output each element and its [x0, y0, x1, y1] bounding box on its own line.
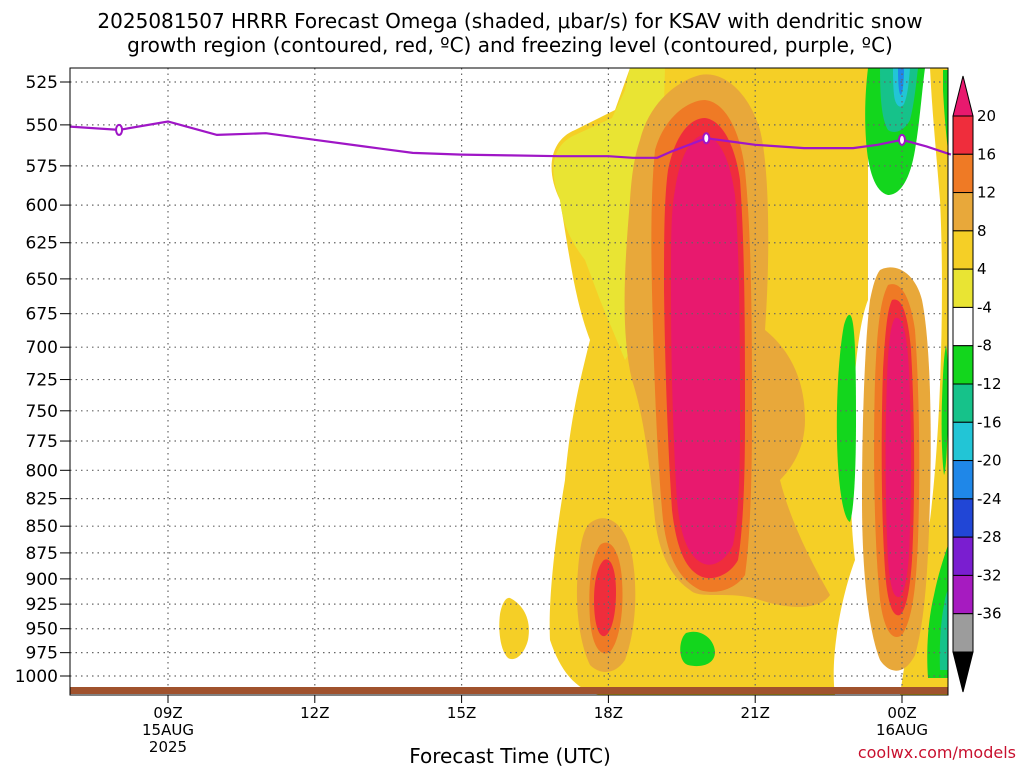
chart-title-line-1: 2025081507 HRRR Forecast Omega (shaded, … — [97, 9, 922, 33]
terrain-strip — [70, 687, 948, 694]
colorbar-segment — [952, 345, 974, 385]
y-tick-label: 775 — [26, 432, 58, 452]
y-tick-label: 925 — [26, 595, 58, 615]
colorbar-label: -4 — [977, 298, 992, 316]
y-tick-label: 875 — [26, 544, 58, 564]
y-tick-label: 950 — [26, 620, 58, 640]
x-tick-label: 15Z — [447, 704, 476, 722]
omega-blob-16z — [499, 597, 529, 660]
colorbar-label: -28 — [977, 528, 1002, 546]
omega-shading — [499, 68, 948, 695]
omega-contour-4-right — [900, 68, 948, 695]
x-tick-label: 2025 — [149, 738, 187, 756]
y-tick-label: 975 — [26, 644, 58, 664]
colorbar-label: -36 — [977, 605, 1002, 623]
x-tick-label: 00Z — [887, 704, 916, 722]
colorbar-segment — [952, 574, 974, 615]
omega-contour-20-main — [671, 135, 740, 565]
colorbar-label: -20 — [977, 452, 1002, 470]
plot-frame — [69, 67, 949, 696]
colorbar-segment — [952, 306, 974, 347]
y-tick-label: 550 — [26, 116, 58, 136]
colorbar-segment — [952, 153, 974, 194]
y-tick-label: 1000 — [15, 667, 58, 687]
colorbar-segment — [952, 192, 974, 232]
y-tick-label: 525 — [26, 73, 58, 93]
colorbar-label: -32 — [977, 566, 1002, 584]
colorbar-label: -24 — [977, 490, 1002, 508]
x-tick-label: 12Z — [300, 704, 329, 722]
colorbar-segment — [952, 613, 974, 653]
omega-contour-neg4-right-mid — [941, 345, 948, 475]
x-axis-label: Forecast Time (UTC) — [409, 744, 611, 768]
colorbar-segment — [952, 460, 974, 500]
colorbar-label: -16 — [977, 413, 1002, 431]
colorbar-segment — [952, 498, 974, 538]
y-tick-label: 725 — [26, 371, 58, 391]
freezing-level-line — [70, 120, 952, 159]
y-tick-label: 600 — [26, 196, 58, 216]
omega-contour-neg4-right-top — [943, 70, 948, 150]
colorbar-segment — [952, 383, 974, 423]
colorbar-label: 16 — [977, 145, 996, 163]
omega-contour-neg4-bottom — [680, 631, 715, 667]
omega-contour-neg8-right — [939, 590, 948, 670]
grid-lines — [70, 68, 948, 695]
y-tick-label: 825 — [26, 490, 58, 510]
freezing-level-contour — [70, 120, 952, 159]
x-tick-label: 09Z — [153, 704, 182, 722]
omega-contour-20-00z — [885, 317, 911, 598]
y-tick-label: 700 — [26, 338, 58, 358]
freezing-level-label-marker — [115, 123, 124, 136]
colorbar: 20 16 12 8 4 -4 -8 -12 -16 -20 -24 -28 -32 -36 — [952, 75, 1002, 693]
y-tick-label: 675 — [26, 305, 58, 325]
y-tick-label: 800 — [26, 461, 58, 481]
colorbar-segment — [952, 268, 974, 308]
x-tick-label: 21Z — [741, 704, 770, 722]
x-tick-label: 16AUG — [876, 721, 928, 739]
colorbar-segment — [952, 536, 974, 576]
colorbar-label: -12 — [977, 375, 1002, 393]
colorbar-label: 12 — [977, 184, 996, 202]
colorbar-segment — [952, 230, 974, 270]
freezing-level-label-marker — [702, 132, 711, 145]
y-axis-ticks: 525 550 575 600 625 650 675 700 725 750 775 800 825 8… — [15, 73, 70, 687]
plot-area — [69, 67, 952, 696]
colorbar-label: -8 — [977, 337, 992, 355]
y-tick-label: 625 — [26, 234, 58, 254]
x-tick-label: 15AUG — [142, 721, 194, 739]
y-tick-label: 900 — [26, 570, 58, 590]
colorbar-label: 4 — [977, 260, 987, 278]
freezing-level-label-marker — [898, 133, 906, 146]
credit-text: coolwx.com/models — [858, 743, 1016, 762]
colorbar-segment — [952, 115, 974, 155]
x-tick-label: 18Z — [594, 704, 623, 722]
chart-title-line-2: growth region (contoured, red, ºC) and f… — [127, 33, 893, 57]
colorbar-bottom-arrow — [952, 651, 974, 693]
y-tick-label: 650 — [26, 270, 58, 290]
y-tick-label: 850 — [26, 517, 58, 537]
y-tick-label: 750 — [26, 402, 58, 422]
colorbar-top-arrow — [952, 75, 974, 117]
colorbar-label: 20 — [977, 107, 996, 125]
colorbar-label: 8 — [977, 222, 987, 240]
y-tick-label: 575 — [26, 157, 58, 177]
colorbar-segment — [952, 421, 974, 462]
